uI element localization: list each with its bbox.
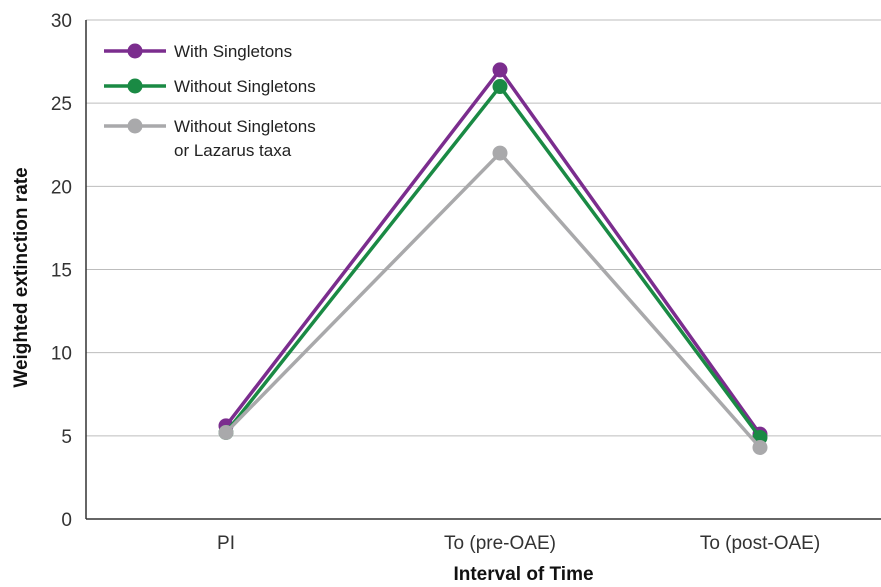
y-tick-label: 25 [51,94,72,115]
legend-swatch-marker [127,78,143,94]
series-line [224,83,762,439]
legend-swatch-marker [127,43,143,59]
legend-label: or Lazarus taxa [174,141,292,160]
x-tick-label: To (post-OAE) [700,533,820,554]
legend-label: Without Singletons [174,77,316,96]
x-tick-label: To (pre-OAE) [444,533,556,554]
x-tick-label: PI [217,533,235,554]
data-point [752,439,768,455]
x-axis-ticks: PI To (pre-OAE) To (post-OAE) [217,533,820,554]
legend-item: With Singletons [104,42,292,61]
data-point [492,79,508,95]
y-tick-label: 30 [51,11,72,32]
legend-item: Without Singletons [104,77,316,96]
y-axis-title: Weighted extinction rate [11,167,32,387]
y-tick-label: 20 [51,177,72,198]
legend-label: Without Singletons [174,117,316,136]
y-axis-ticks: 0 5 10 15 20 25 30 [51,11,72,531]
y-tick-label: 0 [61,510,72,531]
data-point [218,425,234,441]
series-line [224,150,762,449]
legend-item: Without Singletons or Lazarus taxa [104,117,316,160]
x-axis-title: Interval of Time [453,564,593,585]
data-point [492,62,508,78]
y-tick-label: 10 [51,344,72,365]
legend-label: With Singletons [174,42,292,61]
y-tick-label: 15 [51,261,72,282]
series-layer [218,62,768,455]
data-point [492,145,508,161]
series-3 [218,145,768,455]
y-tick-label: 5 [61,427,72,448]
legend-swatch-marker [127,118,143,134]
